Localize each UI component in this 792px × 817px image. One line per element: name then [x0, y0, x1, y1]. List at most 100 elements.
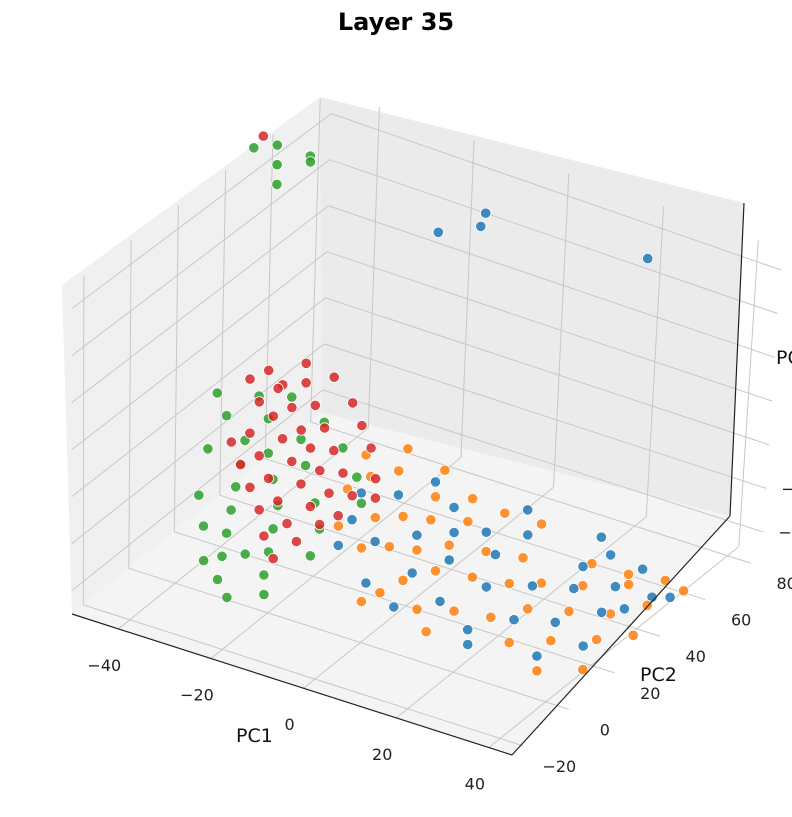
data-point-series-0	[475, 220, 487, 232]
data-point-series-3	[267, 552, 279, 565]
y-tick-label: −20	[542, 757, 576, 776]
data-point-series-3	[281, 517, 293, 530]
data-point-series-3	[309, 399, 321, 411]
data-point-series-3	[347, 397, 359, 409]
data-point-series-1	[397, 510, 409, 523]
grid-line-z-left	[71, 297, 326, 497]
x-axis-line	[71, 613, 513, 756]
data-point-series-3	[286, 455, 298, 467]
grid-line-z-back	[331, 113, 781, 271]
data-point-series-1	[522, 603, 534, 615]
data-point-series-2	[271, 159, 283, 171]
data-point-series-3	[272, 495, 284, 507]
data-point-series-3	[286, 401, 298, 414]
data-point-series-3	[262, 472, 275, 484]
grid-line-y-floor	[310, 421, 751, 564]
data-point-series-1	[622, 568, 635, 580]
data-point-series-2	[286, 391, 298, 403]
y-tick-label: 40	[686, 647, 706, 666]
grid-line-z-back	[329, 159, 778, 315]
data-point-series-2	[216, 550, 228, 562]
data-point-series-0	[642, 253, 654, 265]
grid-line-x-floor	[118, 427, 369, 630]
grid-line-x-floor	[395, 516, 647, 719]
data-point-series-1	[355, 595, 367, 608]
data-point-series-0	[434, 595, 446, 608]
data-point-series-2	[248, 142, 260, 154]
data-point-series-2	[258, 588, 270, 601]
chart-title: Layer 35	[338, 8, 454, 36]
data-point-series-0	[406, 567, 418, 579]
data-point-series-0	[549, 616, 561, 628]
left-pane	[62, 97, 322, 614]
data-point-series-1	[641, 599, 653, 611]
data-point-series-3	[304, 500, 316, 513]
data-point-series-0	[522, 504, 534, 516]
data-point-series-3	[300, 377, 312, 389]
data-point-series-0	[443, 554, 455, 566]
data-point-series-1	[429, 491, 442, 503]
back-pane	[320, 97, 744, 516]
data-point-series-1	[411, 544, 423, 556]
data-point-series-3	[365, 442, 377, 454]
data-point-series-2	[225, 504, 237, 516]
data-point-series-0	[595, 531, 608, 543]
x-tick-label: −20	[180, 686, 214, 705]
data-point-series-0	[480, 207, 492, 219]
data-point-series-3	[244, 481, 256, 493]
data-point-series-3	[337, 467, 349, 479]
data-point-series-1	[485, 611, 497, 623]
data-point-series-3	[267, 410, 279, 422]
data-point-series-1	[369, 511, 381, 524]
data-point-series-0	[480, 526, 492, 538]
x-tick-label: 0	[284, 715, 294, 734]
data-point-series-0	[577, 640, 589, 652]
data-point-series-1	[332, 520, 344, 532]
data-point-series-2	[351, 471, 363, 483]
x-tick-label: −40	[87, 656, 121, 675]
data-point-series-2	[271, 178, 283, 190]
grid-line-z-back	[326, 251, 773, 402]
data-point-series-0	[577, 560, 589, 573]
data-point-series-1	[374, 587, 386, 599]
x-tick-label: 20	[372, 745, 392, 764]
grid-line-z-left	[71, 205, 329, 403]
data-point-series-3	[328, 444, 340, 457]
data-point-series-3	[295, 424, 307, 436]
z-tick-label: −10	[781, 479, 792, 498]
grid-line-z-back	[325, 297, 770, 446]
data-point-series-3	[356, 419, 368, 432]
grid-line-z-left	[71, 113, 332, 309]
data-point-series-3	[225, 436, 237, 448]
data-point-series-0	[618, 603, 631, 615]
data-point-series-1	[590, 633, 603, 646]
grid-line-x-floor	[210, 457, 462, 659]
data-point-series-3	[258, 530, 270, 542]
data-point-series-0	[332, 539, 344, 552]
data-point-series-2	[221, 527, 233, 539]
data-point-series-0	[595, 606, 608, 618]
z-tick-label: −20	[779, 523, 792, 542]
axes-panes	[62, 97, 744, 755]
data-point-series-2	[202, 443, 214, 455]
data-point-series-3	[257, 130, 269, 142]
data-point-series-2	[304, 550, 316, 562]
y-axis-label: PC2	[640, 664, 677, 686]
data-point-series-1	[402, 443, 414, 455]
data-points	[193, 130, 690, 677]
data-point-series-1	[545, 635, 557, 647]
data-point-series-2	[299, 459, 312, 472]
data-point-series-1	[383, 541, 395, 553]
data-point-series-1	[466, 571, 478, 583]
data-point-series-1	[355, 542, 368, 554]
grid-line-z-left	[71, 159, 331, 356]
data-point-series-1	[411, 603, 423, 615]
data-point-series-1	[429, 565, 442, 577]
data-point-series-2	[271, 139, 283, 151]
data-point-series-3	[323, 487, 335, 499]
data-point-series-1	[563, 605, 575, 617]
y-axis-line	[511, 515, 731, 756]
data-point-series-3	[332, 510, 344, 522]
data-point-series-0	[604, 549, 617, 561]
data-point-series-1	[503, 636, 515, 649]
